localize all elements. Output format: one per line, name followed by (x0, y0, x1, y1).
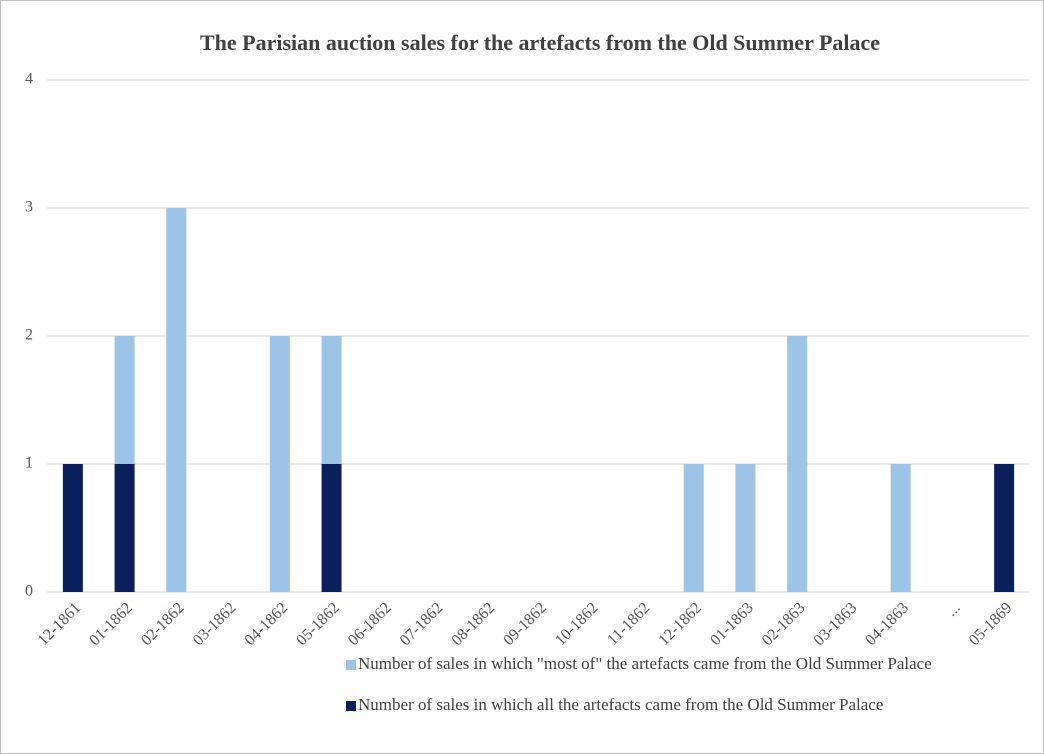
legend-label: Number of sales in which all the artefac… (358, 695, 883, 714)
y-tick-label: 2 (25, 327, 33, 344)
legend-label: Number of sales in which "most of" the a… (358, 654, 932, 673)
y-tick-label: 1 (25, 455, 33, 472)
chart-title: The Parisian auction sales for the artef… (200, 30, 880, 55)
bar (114, 336, 135, 464)
bar (890, 464, 911, 592)
y-tick-label: 4 (25, 71, 33, 88)
bar (683, 464, 704, 592)
bar (994, 464, 1015, 592)
bar (114, 464, 135, 592)
y-tick-label: 0 (25, 583, 33, 600)
bar (269, 336, 290, 592)
bar (787, 336, 808, 592)
legend-swatch (346, 701, 356, 711)
legend-swatch (346, 660, 356, 670)
y-tick-label: 3 (25, 199, 33, 216)
bar (321, 464, 342, 592)
bar (735, 464, 756, 592)
bar (321, 336, 342, 464)
bar (62, 464, 83, 592)
bar (166, 208, 187, 592)
